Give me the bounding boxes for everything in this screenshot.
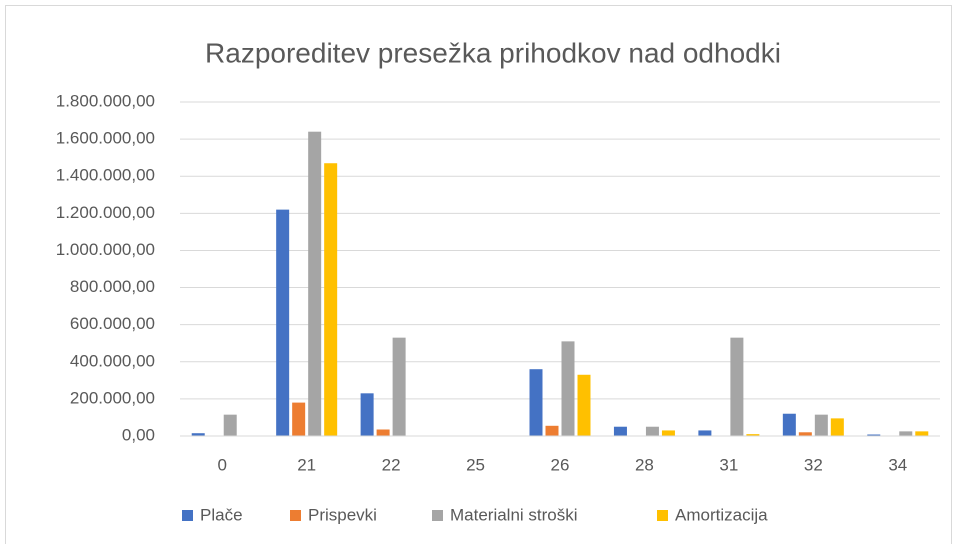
y-tick-label: 1.600.000,00 (56, 129, 155, 148)
x-tick-label: 32 (804, 455, 823, 474)
legend-label: Prispevki (308, 505, 377, 524)
legend-label: Materialni stroški (450, 505, 578, 524)
legend-swatch (657, 510, 668, 521)
chart-title: Razporeditev presežka prihodkov nad odho… (205, 37, 781, 68)
y-tick-label: 600.000,00 (70, 314, 155, 333)
bar (698, 430, 712, 436)
legend-swatch (290, 510, 301, 521)
x-tick-label: 21 (297, 455, 316, 474)
x-tick-label: 25 (466, 455, 485, 474)
x-tick-label: 34 (888, 455, 907, 474)
bar (814, 414, 828, 436)
bar (376, 429, 390, 436)
y-tick-label: 200.000,00 (70, 388, 155, 407)
bar (324, 163, 338, 436)
bar (561, 341, 575, 436)
legend-swatch (432, 510, 443, 521)
bar (830, 418, 844, 436)
bar (782, 413, 796, 436)
bar (392, 337, 406, 436)
y-tick-label: 1.400.000,00 (56, 166, 155, 185)
bar (360, 393, 374, 436)
bar (276, 209, 290, 436)
chart-border (5, 5, 952, 544)
bar (746, 434, 760, 436)
y-tick-label: 1.800.000,00 (56, 91, 155, 110)
x-tick-label: 0 (217, 455, 226, 474)
bar (613, 426, 627, 436)
y-tick-label: 800.000,00 (70, 277, 155, 296)
bar (867, 434, 881, 436)
x-tick-label: 26 (551, 455, 570, 474)
bar (545, 425, 559, 436)
y-tick-label: 400.000,00 (70, 351, 155, 370)
y-tick-label: 0,00 (122, 425, 155, 444)
y-tick-label: 1.200.000,00 (56, 203, 155, 222)
bar (915, 431, 929, 436)
legend-swatch (182, 510, 193, 521)
bar (223, 414, 237, 436)
x-tick-label: 22 (382, 455, 401, 474)
bar (292, 402, 306, 436)
bar (798, 432, 812, 436)
bar (661, 430, 675, 436)
bar (529, 369, 543, 436)
bar (899, 431, 913, 436)
bar (191, 433, 205, 436)
legend-label: Amortizacija (675, 505, 768, 524)
y-tick-label: 1.000.000,00 (56, 240, 155, 259)
x-tick-label: 28 (635, 455, 654, 474)
bar (308, 131, 322, 436)
x-tick-label: 31 (719, 455, 738, 474)
bar (577, 374, 591, 436)
bar (645, 426, 659, 436)
legend-label: Plače (200, 505, 243, 524)
bar (730, 337, 744, 436)
